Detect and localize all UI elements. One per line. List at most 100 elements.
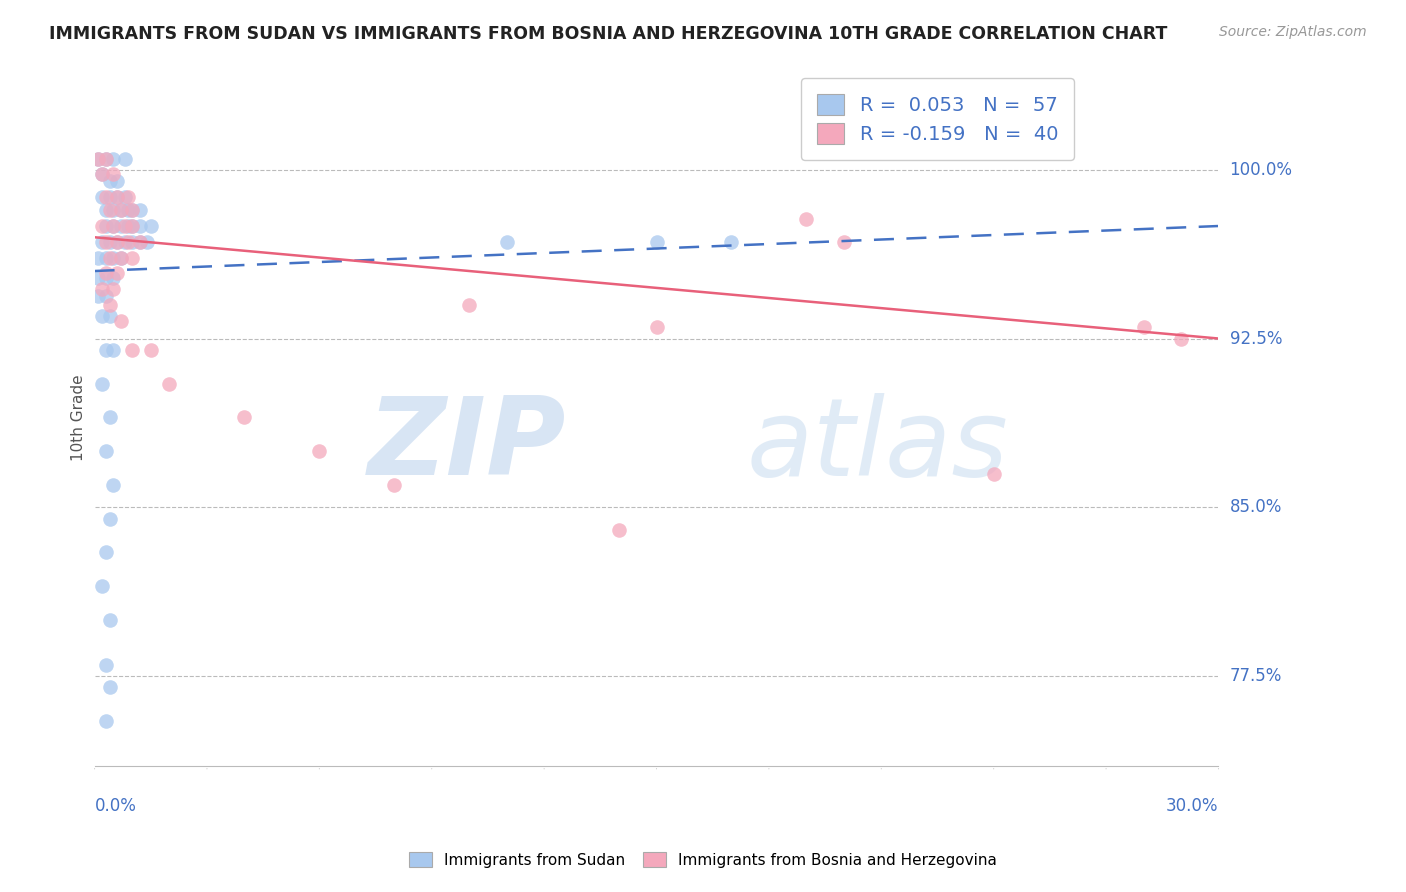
Point xyxy=(121,251,143,265)
Point xyxy=(98,174,121,188)
Point xyxy=(98,298,121,312)
Point xyxy=(91,219,114,233)
Point xyxy=(103,152,125,166)
Point xyxy=(94,343,117,357)
Point xyxy=(117,203,139,218)
Point xyxy=(94,714,117,728)
Point xyxy=(128,235,150,249)
Point xyxy=(121,203,143,218)
Point xyxy=(136,235,159,249)
Point xyxy=(121,219,143,233)
Point xyxy=(98,410,121,425)
Point xyxy=(117,190,139,204)
Point xyxy=(139,343,162,357)
Point xyxy=(458,298,481,312)
Point xyxy=(94,270,117,285)
Text: IMMIGRANTS FROM SUDAN VS IMMIGRANTS FROM BOSNIA AND HERZEGOVINA 10TH GRADE CORRE: IMMIGRANTS FROM SUDAN VS IMMIGRANTS FROM… xyxy=(49,25,1167,43)
Point xyxy=(98,309,121,323)
Point xyxy=(103,219,125,233)
Point xyxy=(98,190,121,204)
Point xyxy=(110,203,132,218)
Text: 77.5%: 77.5% xyxy=(1230,667,1282,685)
Point xyxy=(110,203,132,218)
Point xyxy=(103,203,125,218)
Point xyxy=(382,477,405,491)
Point xyxy=(720,235,742,249)
Point xyxy=(105,174,128,188)
Point xyxy=(114,152,136,166)
Point xyxy=(121,235,143,249)
Point xyxy=(105,190,128,204)
Point xyxy=(103,282,125,296)
Point xyxy=(1170,331,1192,345)
Point xyxy=(94,657,117,672)
Text: atlas: atlas xyxy=(747,392,1008,498)
Text: ZIP: ZIP xyxy=(368,392,567,498)
Point xyxy=(98,203,121,218)
Point xyxy=(91,167,114,181)
Point xyxy=(128,235,150,249)
Point xyxy=(98,251,121,265)
Point xyxy=(796,212,818,227)
Point xyxy=(98,511,121,525)
Point xyxy=(91,376,114,391)
Text: Source: ZipAtlas.com: Source: ZipAtlas.com xyxy=(1219,25,1367,39)
Text: 85.0%: 85.0% xyxy=(1230,499,1282,516)
Point xyxy=(94,289,117,303)
Point xyxy=(832,235,855,249)
Point xyxy=(98,235,121,249)
Point xyxy=(308,444,330,458)
Point xyxy=(233,410,256,425)
Point xyxy=(645,235,668,249)
Point xyxy=(983,467,1005,481)
Point xyxy=(91,309,114,323)
Point xyxy=(128,203,150,218)
Point xyxy=(103,343,125,357)
Point xyxy=(91,190,114,204)
Point xyxy=(121,219,143,233)
Text: 0.0%: 0.0% xyxy=(94,797,136,814)
Legend: R =  0.053   N =  57, R = -0.159   N =  40: R = 0.053 N = 57, R = -0.159 N = 40 xyxy=(801,78,1074,160)
Point xyxy=(105,190,128,204)
Point xyxy=(94,235,117,249)
Point xyxy=(607,523,630,537)
Point xyxy=(91,579,114,593)
Point xyxy=(94,545,117,559)
Point xyxy=(103,219,125,233)
Point xyxy=(121,343,143,357)
Point xyxy=(105,235,128,249)
Point xyxy=(110,219,132,233)
Point xyxy=(94,219,117,233)
Point xyxy=(91,167,114,181)
Point xyxy=(103,270,125,285)
Point xyxy=(87,152,110,166)
Point xyxy=(495,235,517,249)
Point xyxy=(87,270,110,285)
Point xyxy=(110,251,132,265)
Point xyxy=(114,190,136,204)
Point xyxy=(98,613,121,627)
Point xyxy=(91,282,114,296)
Point xyxy=(128,219,150,233)
Point xyxy=(103,167,125,181)
Point xyxy=(94,190,117,204)
Point xyxy=(98,680,121,694)
Point xyxy=(159,376,181,391)
Text: 92.5%: 92.5% xyxy=(1230,329,1282,348)
Point xyxy=(87,251,110,265)
Point xyxy=(1132,320,1154,334)
Point xyxy=(94,251,117,265)
Point xyxy=(105,235,128,249)
Point xyxy=(94,152,117,166)
Point xyxy=(103,477,125,491)
Point xyxy=(110,251,132,265)
Text: 30.0%: 30.0% xyxy=(1166,797,1219,814)
Point xyxy=(105,266,128,280)
Point xyxy=(94,266,117,280)
Y-axis label: 10th Grade: 10th Grade xyxy=(72,374,86,460)
Point xyxy=(94,152,117,166)
Point xyxy=(103,251,125,265)
Point xyxy=(117,235,139,249)
Point xyxy=(110,313,132,327)
Point xyxy=(117,219,139,233)
